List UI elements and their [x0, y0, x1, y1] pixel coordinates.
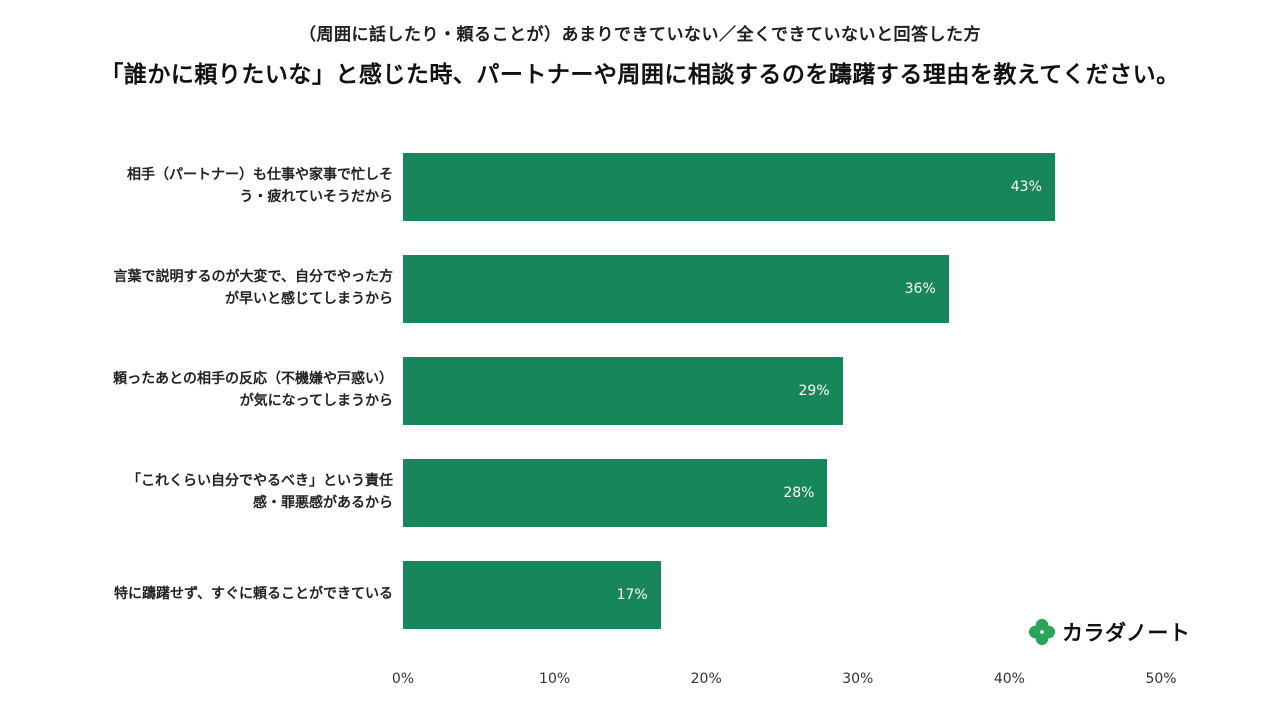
bar-row: 頼ったあとの相手の反応（不機嫌や戸惑い）が気になってしまうから 29% [100, 340, 1161, 442]
x-axis-tick-label: 10% [539, 671, 571, 687]
bar-track: 43% [403, 153, 1161, 221]
chart-subtitle: （周囲に話したり・頼ることが）あまりできていない／全くできていないと回答した方 [299, 25, 981, 45]
x-axis-tick-label: 0% [391, 671, 415, 687]
bar-track: 28% [403, 459, 1161, 527]
bar-value-label: 29% [798, 383, 830, 399]
brand-logo-text: カラダノート [1062, 621, 1191, 645]
x-axis-tick-label: 40% [993, 671, 1025, 687]
x-axis: 0% 10% 20% 30% 40% 50% [392, 671, 1177, 691]
title-block: （周囲に話したり・頼ることが）あまりできていない／全くできていないと回答した方 … [0, 20, 1280, 89]
bar-row: 特に躊躇せず、すぐに頼ることができている 17% [100, 544, 1161, 646]
bar-row: 相手（パートナー）も仕事や家事で忙しそう・疲れていそうだから 43% [100, 136, 1161, 238]
bar-chart: 相手（パートナー）も仕事や家事で忙しそう・疲れていそうだから 43% 言葉で説明する… [100, 136, 1161, 646]
bar-value-label: 36% [904, 281, 936, 297]
bar-row: 言葉で説明するのが大変で、自分でやった方が早いと感じてしまうから 36% [100, 238, 1161, 340]
x-axis-tick-label: 20% [690, 671, 722, 687]
bar-category-label: 相手（パートナー）も仕事や家事で忙しそう・疲れていそうだから [127, 167, 393, 205]
bar-category-label: 頼ったあとの相手の反応（不機嫌や戸惑い）が気になってしまうから [113, 371, 393, 409]
clover-icon [1028, 618, 1056, 646]
bar: 43% [403, 153, 1055, 221]
bar: 36% [403, 255, 949, 323]
bar-track: 17% [403, 561, 1161, 629]
bar-category-label: 言葉で説明するのが大変で、自分でやった方が早いと感じてしまうから [113, 269, 393, 307]
bar: 29% [403, 357, 843, 425]
bar-track: 36% [403, 255, 1161, 323]
bar-category-label: 「これくらい自分でやるべき」という責任感・罪悪感があるから [127, 473, 393, 511]
x-axis-tick-label: 30% [842, 671, 874, 687]
bar-value-label: 43% [1010, 179, 1042, 195]
bar: 28% [403, 459, 828, 527]
brand-logo: カラダノート [1028, 617, 1190, 647]
bar-value-label: 28% [783, 485, 815, 501]
chart-title: 「誰かに頼りたいな」と感じた時、パートナーや周囲に相談するのを躊躇する理由を教え… [100, 62, 1180, 88]
bar-category-label: 特に躊躇せず、すぐに頼ることができている [113, 586, 393, 603]
bar: 17% [403, 561, 661, 629]
bar-row: 「これくらい自分でやるべき」という責任感・罪悪感があるから 28% [100, 442, 1161, 544]
bar-value-label: 17% [616, 587, 648, 603]
bar-track: 29% [403, 357, 1161, 425]
x-axis-tick-label: 50% [1145, 671, 1177, 687]
